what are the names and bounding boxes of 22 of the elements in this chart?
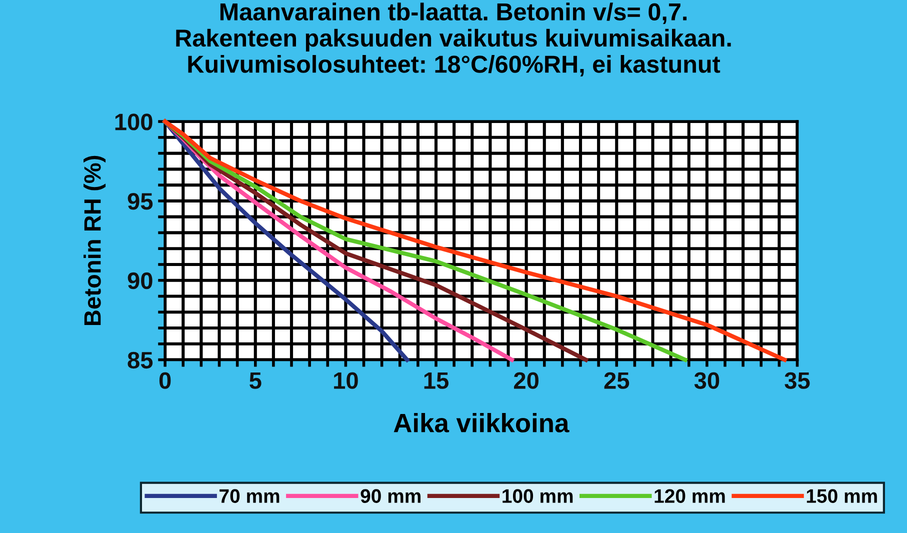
x-tick-label: 15	[424, 372, 448, 389]
legend-label: 90 mm	[360, 489, 420, 503]
legend-label: 100 mm	[502, 489, 573, 503]
y-tick-label: 95	[128, 193, 153, 210]
x-tick-label: 10	[334, 372, 358, 389]
y-tick-label: 100	[115, 114, 152, 130]
x-tick-label: 5	[250, 372, 262, 389]
legend-label: 70 mm	[220, 489, 280, 503]
x-axis-title: Aika viikkoina	[394, 413, 570, 432]
x-tick-label: 20	[514, 372, 538, 389]
x-tick-label: 0	[159, 372, 171, 389]
y-axis-title: Betonin RH (%)	[84, 156, 106, 325]
chart-title: Maanvarainen tb-laatta. Betonin v/s= 0,7. Rakenteen paksuuden vaikutus kuivumisaikaan. Kuivumisolosuhteet: 18°C/60%RH, ei kastunut	[176, 2, 731, 76]
legend-label: 150 mm	[806, 489, 877, 503]
x-tick-label: 25	[604, 372, 630, 389]
y-tick-label: 85	[128, 352, 153, 369]
line-series	[162, 119, 688, 362]
x-tick-label: 30	[694, 372, 720, 389]
y-tick-label: 90	[128, 272, 152, 290]
legend-label: 120 mm	[654, 489, 725, 503]
line-series	[162, 119, 787, 362]
x-tick-label: 35	[784, 372, 810, 389]
